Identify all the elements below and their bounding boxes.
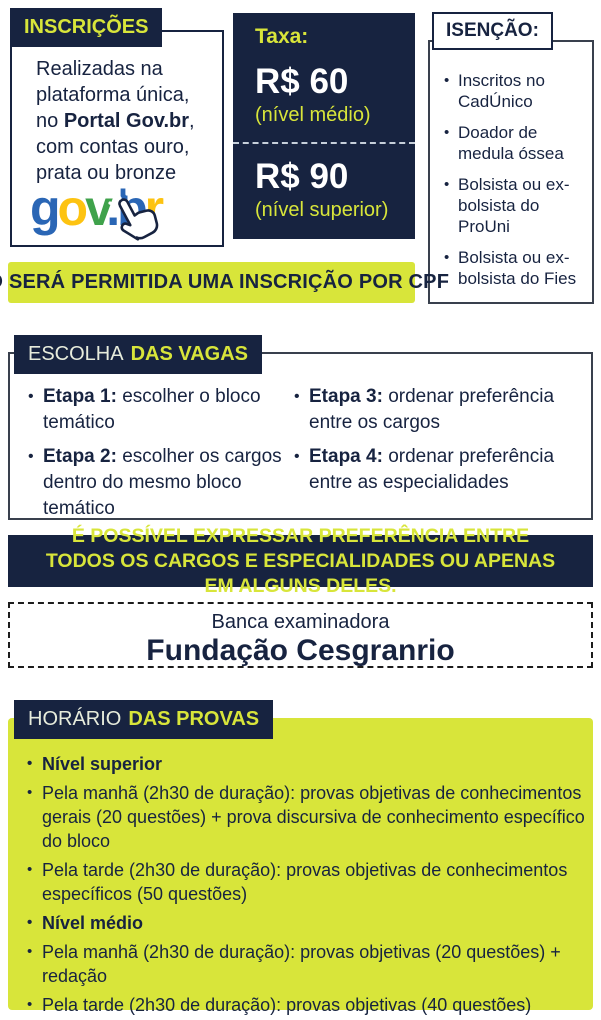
govbr-logo: gov.br <box>30 183 164 241</box>
isencao-list: Inscritos no CadÚnico Doador de medula ó… <box>442 70 586 289</box>
list-item: Bolsista ou ex-bolsista do Fies <box>442 247 586 289</box>
list-item: Etapa 2: escolher os cargos dentro do me… <box>26 444 282 522</box>
inscricoes-box: Realizadas na plataforma única, no Porta… <box>10 30 224 247</box>
inscricoes-text-pre: Realizadas na plataforma única, no <box>36 58 190 132</box>
inscricoes-text-post: , com contas ouro, prata ou bronze <box>36 110 195 184</box>
taxa-value-superior: R$ 90 <box>255 157 349 196</box>
list-item: Pela tarde (2h30 de duração): provas obj… <box>26 993 585 1017</box>
list-item: Pela manhã (2h30 de duração): provas obj… <box>26 781 585 853</box>
banca-box: Banca examinadora Fundação Cesgranrio <box>8 602 593 668</box>
list-item: Etapa 4: ordenar preferência entre as es… <box>292 444 583 496</box>
list-item: Etapa 3: ordenar preferência entre os ca… <box>292 384 583 436</box>
taxa-level-medio: (nível médio) <box>255 104 371 126</box>
isencao-box: Inscritos no CadÚnico Doador de medula ó… <box>428 40 594 304</box>
list-item: Pela tarde (2h30 de duração): provas obj… <box>26 858 585 906</box>
inscricoes-text: Realizadas na plataforma única, no Porta… <box>36 56 210 186</box>
banca-label: Banca examinadora <box>211 611 390 633</box>
cpf-banner: SÓ SERÁ PERMITIDA UMA INSCRIÇÃO POR CPF <box>0 262 449 303</box>
taxa-value-medio: R$ 60 <box>255 62 349 101</box>
inscricoes-text-bold: Portal Gov.br <box>63 110 190 132</box>
list-item: Etapa 1: escolher o bloco temático <box>26 384 282 436</box>
taxa-level-superior: (nível superior) <box>255 199 389 221</box>
list-item: Pela manhã (2h30 de duração): provas obj… <box>26 940 585 988</box>
taxa-label: Taxa: <box>255 25 309 48</box>
preference-banner: É POSSÍVEL EXPRESSAR PREFERÊNCIA ENTRE T… <box>8 525 593 597</box>
list-item: Doador de medula óssea <box>442 122 586 164</box>
escolha-header: ESCOLHA DAS VAGAS <box>14 335 263 374</box>
list-item: Bolsista ou ex-bolsista do ProUni <box>442 174 586 237</box>
inscricoes-header: INSCRIÇÕES <box>10 8 163 47</box>
taxa-box: Taxa: R$ 60 (nível médio) R$ 90 (nível s… <box>233 13 415 239</box>
horario-header: HORÁRIO DAS PROVAS <box>14 700 274 739</box>
horario-box: Nível superior Pela manhã (2h30 de duraç… <box>8 718 593 1017</box>
list-item: Inscritos no CadÚnico <box>442 70 586 112</box>
etapas-list-right: Etapa 3: ordenar preferência entre os ca… <box>292 384 583 530</box>
etapas-list-left: Etapa 1: escolher o bloco temático Etapa… <box>26 384 282 530</box>
list-item: Nível médio <box>26 911 585 935</box>
escolha-box: Etapa 1: escolher o bloco temático Etapa… <box>8 352 593 520</box>
isencao-label: ISENÇÃO: <box>432 12 553 50</box>
banca-name: Fundação Cesgranrio <box>146 634 455 667</box>
list-item: Nível superior <box>26 752 585 776</box>
taxa-divider <box>233 142 415 144</box>
click-hand-icon <box>103 181 167 245</box>
horario-list: Nível superior Pela manhã (2h30 de duraç… <box>26 752 585 1017</box>
